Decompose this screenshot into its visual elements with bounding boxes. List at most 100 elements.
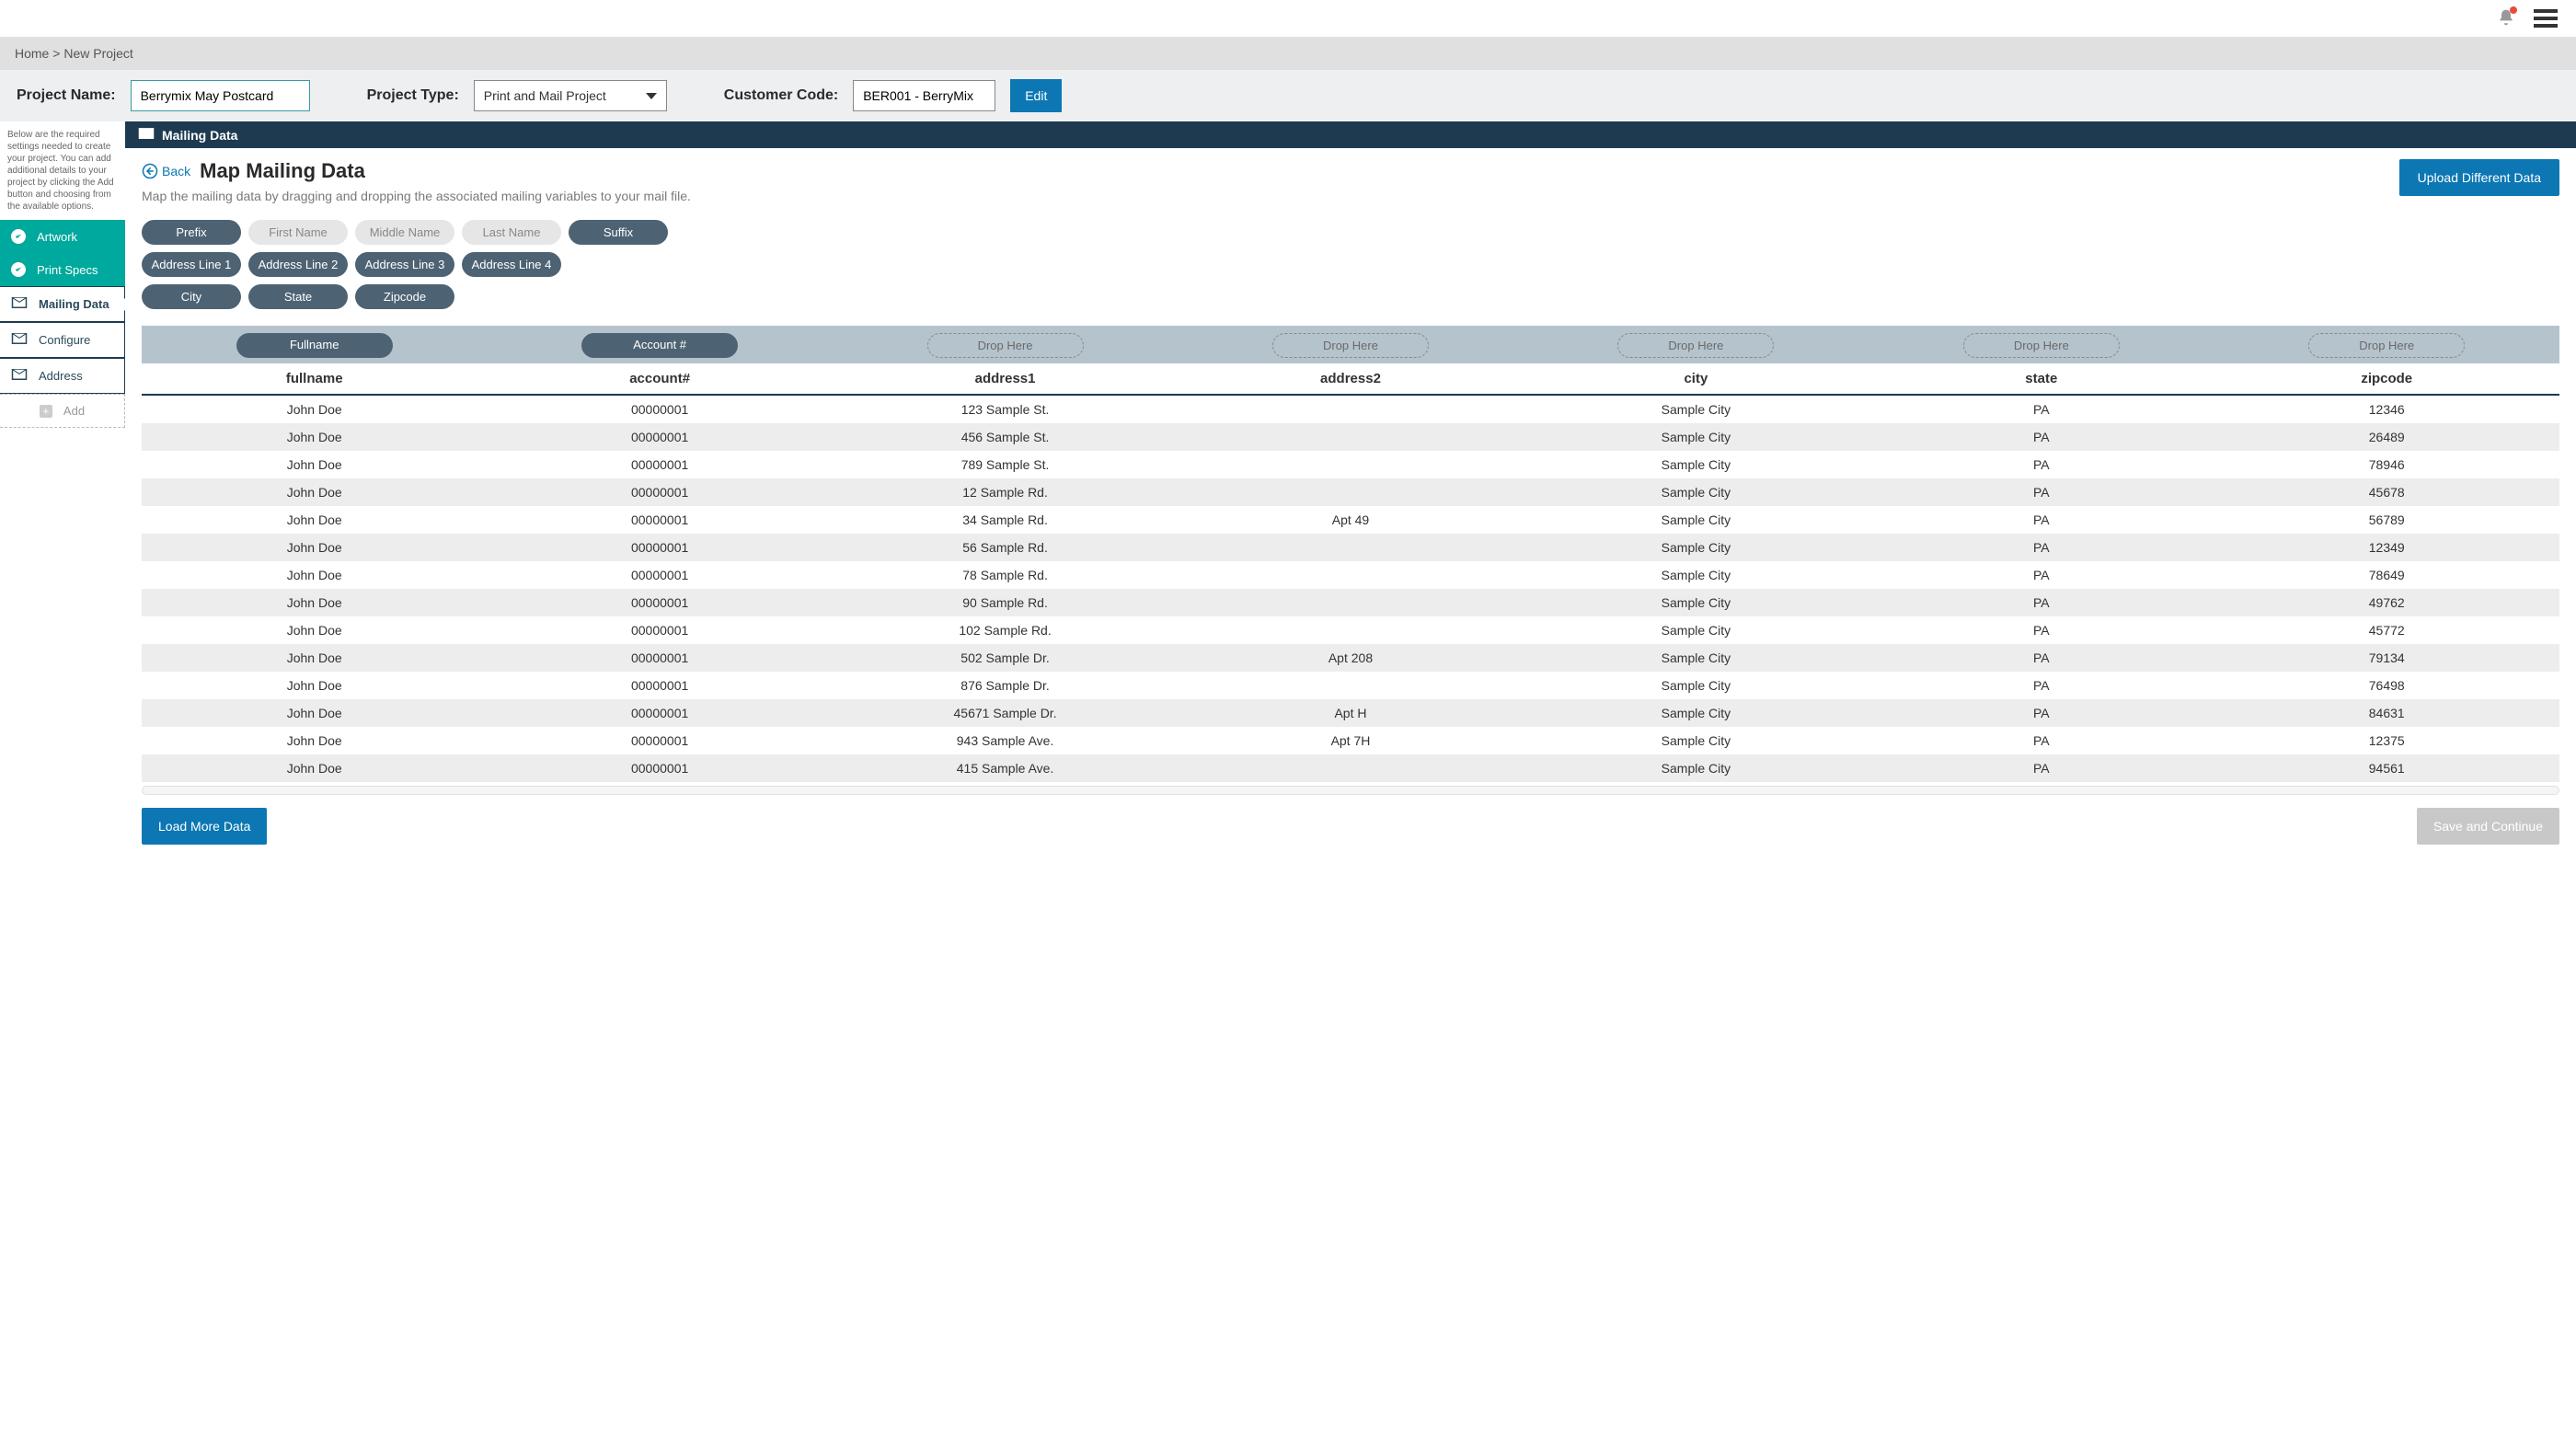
- table-cell: PA: [1869, 451, 2214, 478]
- breadcrumb-sep: >: [52, 46, 60, 61]
- table-cell: 56 Sample Rd.: [833, 534, 1178, 561]
- pill-first-name[interactable]: First Name: [248, 220, 348, 245]
- table-cell: Apt 7H: [1178, 727, 1523, 754]
- sidebar-item-address[interactable]: Address: [0, 358, 125, 394]
- sidebar-item-print-specs[interactable]: Print Specs: [0, 253, 125, 286]
- table-row: John Doe00000001456 Sample St.Sample Cit…: [142, 423, 2559, 451]
- table-cell: 56789: [2214, 506, 2559, 534]
- load-more-button[interactable]: Load More Data: [142, 808, 267, 845]
- save-continue-button[interactable]: Save and Continue: [2417, 808, 2559, 845]
- pill-prefix[interactable]: Prefix: [142, 220, 241, 245]
- table-cell: 00000001: [487, 396, 832, 423]
- pill-address-line-3[interactable]: Address Line 3: [355, 252, 454, 277]
- table-cell: 789 Sample St.: [833, 451, 1178, 478]
- table-cell: [1178, 589, 1523, 616]
- column-header: address1: [833, 363, 1178, 394]
- table-cell: Sample City: [1524, 644, 1869, 672]
- table-cell: PA: [1869, 589, 2214, 616]
- pill-middle-name[interactable]: Middle Name: [355, 220, 454, 245]
- table-cell: 943 Sample Ave.: [833, 727, 1178, 754]
- table-cell: Sample City: [1524, 589, 1869, 616]
- pill-address-line-4[interactable]: Address Line 4: [462, 252, 561, 277]
- table-cell: John Doe: [142, 644, 487, 672]
- table-cell: 78649: [2214, 561, 2559, 589]
- table-cell: PA: [1869, 616, 2214, 644]
- table-cell: [1178, 396, 1523, 423]
- table-cell: John Doe: [142, 423, 487, 451]
- project-name-input[interactable]: [131, 80, 310, 111]
- edit-button[interactable]: Edit: [1010, 79, 1062, 112]
- drop-slot-empty[interactable]: Drop Here: [1272, 333, 1429, 358]
- drop-slot-empty[interactable]: Drop Here: [1617, 333, 1774, 358]
- table-cell: 876 Sample Dr.: [833, 672, 1178, 699]
- notification-dot: [2510, 6, 2517, 14]
- table-cell: Sample City: [1524, 616, 1869, 644]
- table-cell: [1178, 754, 1523, 782]
- pill-city[interactable]: City: [142, 284, 241, 309]
- table-cell: Sample City: [1524, 754, 1869, 782]
- sidebar-item-artwork[interactable]: Artwork: [0, 220, 125, 253]
- table-cell: 00000001: [487, 534, 832, 561]
- header-row: fullnameaccount#address1address2citystat…: [142, 363, 2559, 396]
- table-cell: John Doe: [142, 727, 487, 754]
- pill-address-line-2[interactable]: Address Line 2: [248, 252, 348, 277]
- sidebar-item-mailing-data[interactable]: Mailing Data: [0, 286, 125, 322]
- table-row: John Doe0000000178 Sample Rd.Sample City…: [142, 561, 2559, 589]
- table-cell: John Doe: [142, 699, 487, 727]
- table-cell: 00000001: [487, 451, 832, 478]
- mail-icon: [11, 368, 28, 384]
- table-cell: PA: [1869, 478, 2214, 506]
- table-cell: PA: [1869, 644, 2214, 672]
- table-cell: 00000001: [487, 423, 832, 451]
- table-cell: [1178, 616, 1523, 644]
- table-cell: 456 Sample St.: [833, 423, 1178, 451]
- drop-slot-empty[interactable]: Drop Here: [927, 333, 1084, 358]
- sidebar-item-add[interactable]: +Add: [0, 394, 125, 428]
- table-cell: [1178, 423, 1523, 451]
- table-cell: 00000001: [487, 699, 832, 727]
- table-cell: 502 Sample Dr.: [833, 644, 1178, 672]
- menu-button[interactable]: [2534, 9, 2558, 28]
- sidebar-item-configure[interactable]: Configure: [0, 322, 125, 358]
- table-cell: PA: [1869, 672, 2214, 699]
- plus-icon: +: [40, 405, 52, 418]
- notification-bell[interactable]: [2497, 8, 2515, 29]
- column-header: city: [1524, 363, 1869, 394]
- pill-address-line-1[interactable]: Address Line 1: [142, 252, 241, 277]
- drop-slot-filled[interactable]: Account #: [581, 333, 738, 358]
- drop-slot-empty[interactable]: Drop Here: [1963, 333, 2120, 358]
- table-cell: 34 Sample Rd.: [833, 506, 1178, 534]
- breadcrumb-home[interactable]: Home: [15, 46, 49, 61]
- horizontal-scrollbar[interactable]: [142, 786, 2559, 795]
- table-cell: 79134: [2214, 644, 2559, 672]
- breadcrumb: Home > New Project: [0, 37, 2576, 70]
- pill-zipcode[interactable]: Zipcode: [355, 284, 454, 309]
- table-cell: 76498: [2214, 672, 2559, 699]
- table-cell: John Doe: [142, 478, 487, 506]
- drop-row: Fullname Account # Drop Here Drop Here Drop …: [142, 328, 2559, 363]
- table-cell: John Doe: [142, 534, 487, 561]
- table-cell: 45678: [2214, 478, 2559, 506]
- drop-slot-filled[interactable]: Fullname: [236, 333, 393, 358]
- table-row: John Doe0000000134 Sample Rd.Apt 49Sampl…: [142, 506, 2559, 534]
- table-cell: John Doe: [142, 672, 487, 699]
- project-type-select[interactable]: Print and Mail Project: [474, 80, 667, 111]
- table-cell: Sample City: [1524, 561, 1869, 589]
- upload-different-data-button[interactable]: Upload Different Data: [2399, 159, 2559, 196]
- table-cell: Sample City: [1524, 534, 1869, 561]
- table-row: John Doe00000001102 Sample Rd.Sample Cit…: [142, 616, 2559, 644]
- drop-slot-empty[interactable]: Drop Here: [2308, 333, 2465, 358]
- table-cell: John Doe: [142, 396, 487, 423]
- table-cell: Sample City: [1524, 478, 1869, 506]
- pill-suffix[interactable]: Suffix: [569, 220, 668, 245]
- table-cell: Sample City: [1524, 672, 1869, 699]
- table-cell: 45772: [2214, 616, 2559, 644]
- table-cell: PA: [1869, 727, 2214, 754]
- customer-code-input[interactable]: [853, 80, 995, 111]
- table-cell: 00000001: [487, 589, 832, 616]
- pill-state[interactable]: State: [248, 284, 348, 309]
- pill-last-name[interactable]: Last Name: [462, 220, 561, 245]
- table-row: John Doe00000001789 Sample St.Sample Cit…: [142, 451, 2559, 478]
- back-link[interactable]: Back: [142, 163, 190, 179]
- table-cell: [1178, 672, 1523, 699]
